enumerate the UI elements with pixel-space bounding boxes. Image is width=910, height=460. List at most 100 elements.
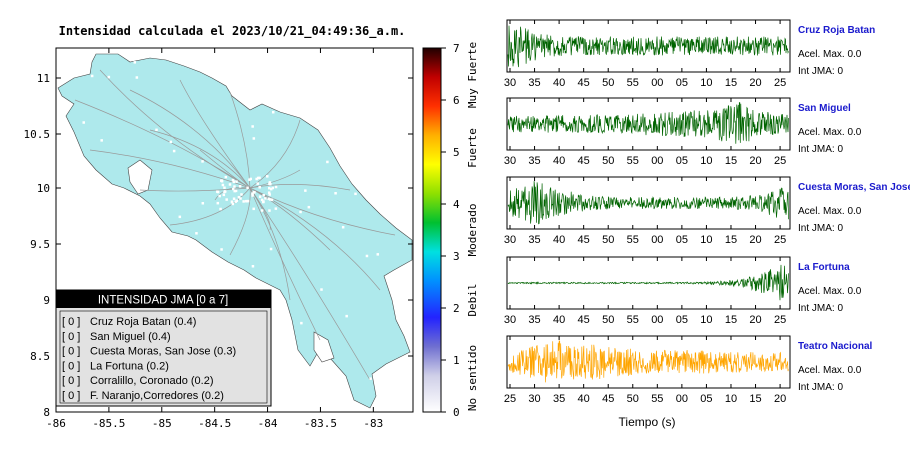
station-marker xyxy=(304,189,307,192)
waveform-tick-label: 15 xyxy=(725,234,737,246)
station-jma: Int JMA: 0 xyxy=(798,144,843,155)
station-marker xyxy=(234,189,238,193)
colorbar-category-label: Debil xyxy=(466,283,479,316)
road xyxy=(249,187,331,251)
station-marker xyxy=(270,198,274,202)
station-marker xyxy=(267,197,271,201)
station-marker xyxy=(268,209,271,212)
waveform-panel: 30 35 40 45 50 55 00 05 10 15 20 25 San Miguel Acel. … xyxy=(504,97,862,167)
station-marker xyxy=(231,202,235,206)
waveform-tick-label: 35 xyxy=(528,314,540,326)
station-marker xyxy=(274,80,278,84)
station-marker xyxy=(90,74,94,78)
station-marker xyxy=(195,232,198,235)
colorbar-tick-label: 3 xyxy=(453,250,460,263)
road xyxy=(169,187,251,226)
map-x-tick-label: -83 xyxy=(363,417,383,430)
station-marker xyxy=(100,139,103,142)
colorbar-category-label: Moderado xyxy=(466,204,479,257)
waveform-panel: 30 35 40 45 50 55 00 05 10 15 20 25 Cruz Roja Batan A… xyxy=(504,19,875,89)
station-accel: Acel. Max. 0.0 xyxy=(798,206,862,217)
road-network xyxy=(74,69,396,381)
station-marker xyxy=(355,117,359,121)
colorbar-gradient xyxy=(422,47,442,413)
station-jma: Int JMA: 0 xyxy=(798,303,843,314)
waveform-tick-label: 10 xyxy=(700,234,712,246)
station-marker xyxy=(137,198,140,202)
station-marker xyxy=(268,198,272,201)
waveform-tick-label: 35 xyxy=(528,77,540,89)
station-marker xyxy=(251,194,254,197)
map-x-tick-label: -84.5 xyxy=(198,417,231,430)
waveform-tick-label: 00 xyxy=(651,234,663,246)
map-y-tick-label: 9.5 xyxy=(30,238,50,251)
station-marker xyxy=(232,180,235,184)
station-marker xyxy=(201,160,204,163)
station-marker xyxy=(221,183,225,187)
station-jma: Int JMA: 0 xyxy=(798,66,843,77)
waveform-tick-label: 50 xyxy=(602,155,614,167)
station-marker xyxy=(82,121,85,124)
waveform-tick-label: 40 xyxy=(553,155,565,167)
station-marker xyxy=(271,186,275,190)
waveform-tick-label: 45 xyxy=(578,155,590,167)
waveform-tick-label: 05 xyxy=(676,234,688,246)
station-marker xyxy=(231,178,235,182)
waveform-tick-label: 20 xyxy=(749,314,761,326)
legend-row-station: La Fortuna (0.2) xyxy=(90,360,169,372)
station-marker xyxy=(133,61,137,64)
station-marker xyxy=(236,282,240,286)
station-marker xyxy=(268,186,271,190)
legend-row-level: [ 0 ] xyxy=(62,375,80,387)
waveform-tick-label: 20 xyxy=(749,234,761,246)
station-marker xyxy=(201,202,205,205)
waveform-tick-label: 50 xyxy=(627,393,639,405)
station-name: Cuesta Moras, San Jose xyxy=(798,182,910,193)
road xyxy=(249,187,396,236)
station-marker xyxy=(313,375,316,378)
station-marker xyxy=(240,193,243,196)
waveform-tick-label: 30 xyxy=(504,234,516,246)
waveform-tick-label: 50 xyxy=(602,234,614,246)
station-marker xyxy=(266,175,269,178)
station-marker xyxy=(274,207,278,210)
waveform-tick-label: 35 xyxy=(528,155,540,167)
station-marker xyxy=(178,215,182,219)
station-marker xyxy=(239,283,242,287)
station-name: San Miguel xyxy=(798,103,851,114)
station-marker xyxy=(83,175,86,179)
station-marker xyxy=(299,210,302,214)
station-marker xyxy=(255,177,258,181)
waveform-tick-label: 45 xyxy=(578,314,590,326)
waveform-trace xyxy=(507,181,789,225)
colorbar-tick-label: 7 xyxy=(453,42,460,55)
waveform-trace xyxy=(507,340,789,383)
station-marker xyxy=(223,186,226,189)
station-marker xyxy=(320,288,323,291)
station-marker xyxy=(172,149,176,153)
colorbar: 0 1 2 3 4 5 6 7 No sentido Debil Moderado Fuerte Mu… xyxy=(422,42,479,419)
station-marker xyxy=(228,183,232,186)
station-marker xyxy=(271,110,275,114)
waveform-tick-label: 40 xyxy=(553,314,565,326)
map-y-tick-label: 11 xyxy=(37,72,50,85)
road xyxy=(89,149,251,189)
colorbar-tick-label: 4 xyxy=(453,198,460,211)
station-marker xyxy=(258,176,261,180)
station-marker xyxy=(258,186,261,189)
road xyxy=(249,169,301,189)
station-marker xyxy=(246,186,249,190)
station-marker xyxy=(123,191,127,195)
colorbar-category-label: No sentido xyxy=(466,345,479,411)
nicoya-gulf xyxy=(127,159,153,195)
waveform-tick-label: 10 xyxy=(700,314,712,326)
station-marker xyxy=(269,182,272,186)
station-marker xyxy=(230,200,234,203)
map-y-tick-label: 8 xyxy=(43,406,50,419)
station-marker xyxy=(89,253,92,256)
legend-header-bg xyxy=(56,290,271,308)
waveform-tick-label: 45 xyxy=(578,234,590,246)
station-marker xyxy=(220,179,223,182)
waveform-tick-label: 55 xyxy=(627,234,639,246)
